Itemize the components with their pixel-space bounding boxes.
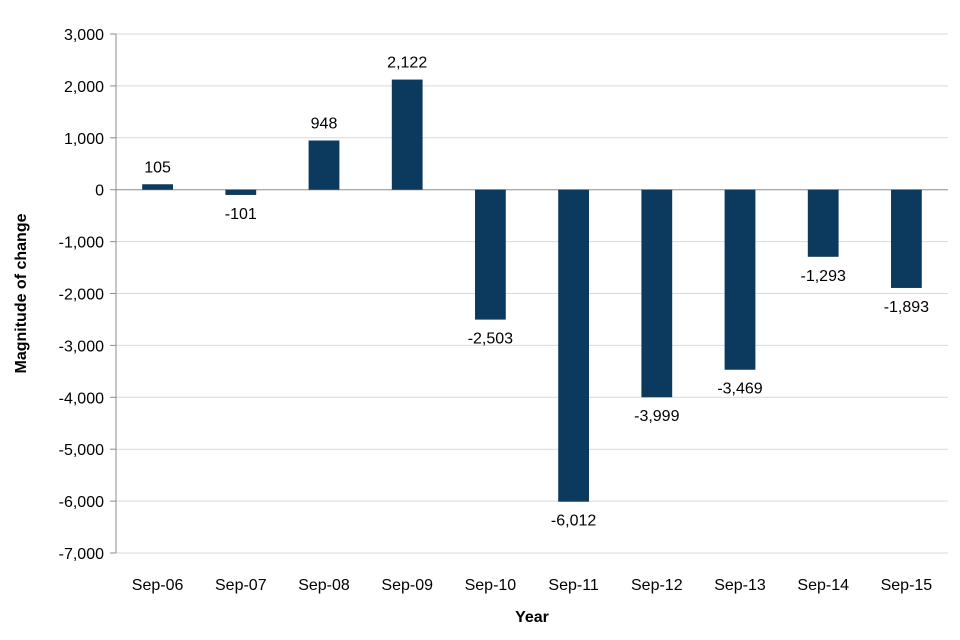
bars: [142, 79, 922, 502]
x-axis-title: Year: [515, 609, 549, 626]
y-tick-label: -1,000: [59, 235, 104, 252]
x-tick-label: Sep-08: [298, 577, 350, 594]
data-label: -101: [225, 206, 257, 223]
y-tick-label: -6,000: [59, 494, 104, 511]
x-tick-label: Sep-07: [215, 577, 267, 594]
bar: [475, 189, 506, 320]
x-tick-label: Sep-10: [465, 577, 517, 594]
y-tick-label: -5,000: [59, 442, 104, 459]
bar: [308, 140, 340, 190]
data-label: 105: [144, 159, 171, 176]
x-tick-label: Sep-12: [631, 577, 683, 594]
bar: [807, 189, 839, 257]
bar: [225, 189, 257, 195]
bar: [724, 189, 756, 370]
y-tick-label: -7,000: [59, 546, 104, 563]
y-tick-label: 0: [95, 183, 104, 200]
y-tick-label: -3,000: [59, 338, 104, 355]
gridlines: [116, 33, 948, 554]
y-tick-label: 2,000: [64, 79, 104, 96]
bar: [142, 184, 173, 190]
data-label: 2,122: [387, 55, 427, 72]
data-label: -6,012: [551, 513, 596, 530]
bar: [641, 189, 673, 398]
x-tick-label: Sep-14: [797, 577, 849, 594]
x-tick-label: Sep-09: [381, 577, 433, 594]
x-tick-label: Sep-06: [132, 577, 184, 594]
tick-labels: 3,000 2,000 1,000 0 -1,000 -2,000 -3,000 -4,000…: [59, 27, 933, 594]
y-tick-label: 1,000: [64, 131, 104, 148]
x-tick-label: Sep-15: [881, 577, 933, 594]
y-axis-title: Magnitude of change: [13, 213, 30, 373]
data-label: -3,469: [717, 381, 762, 398]
data-label: 948: [311, 115, 338, 132]
x-tick-label: Sep-11: [548, 577, 599, 594]
y-tick-label: 3,000: [64, 27, 104, 44]
data-label: -1,893: [884, 299, 929, 316]
y-tick-label: -2,000: [59, 287, 104, 304]
data-labels: 105 -101 948 2,122 -2,503 -6,012 -3,999 -3,469 -…: [144, 55, 929, 530]
bar: [558, 189, 589, 502]
data-label: -2,503: [468, 331, 513, 348]
x-tick-label: Sep-13: [714, 577, 766, 594]
bar: [891, 189, 922, 288]
y-tick-label: -4,000: [59, 390, 104, 407]
bar: [391, 79, 423, 190]
data-label: -3,999: [634, 408, 679, 425]
data-label: -1,293: [801, 268, 846, 285]
